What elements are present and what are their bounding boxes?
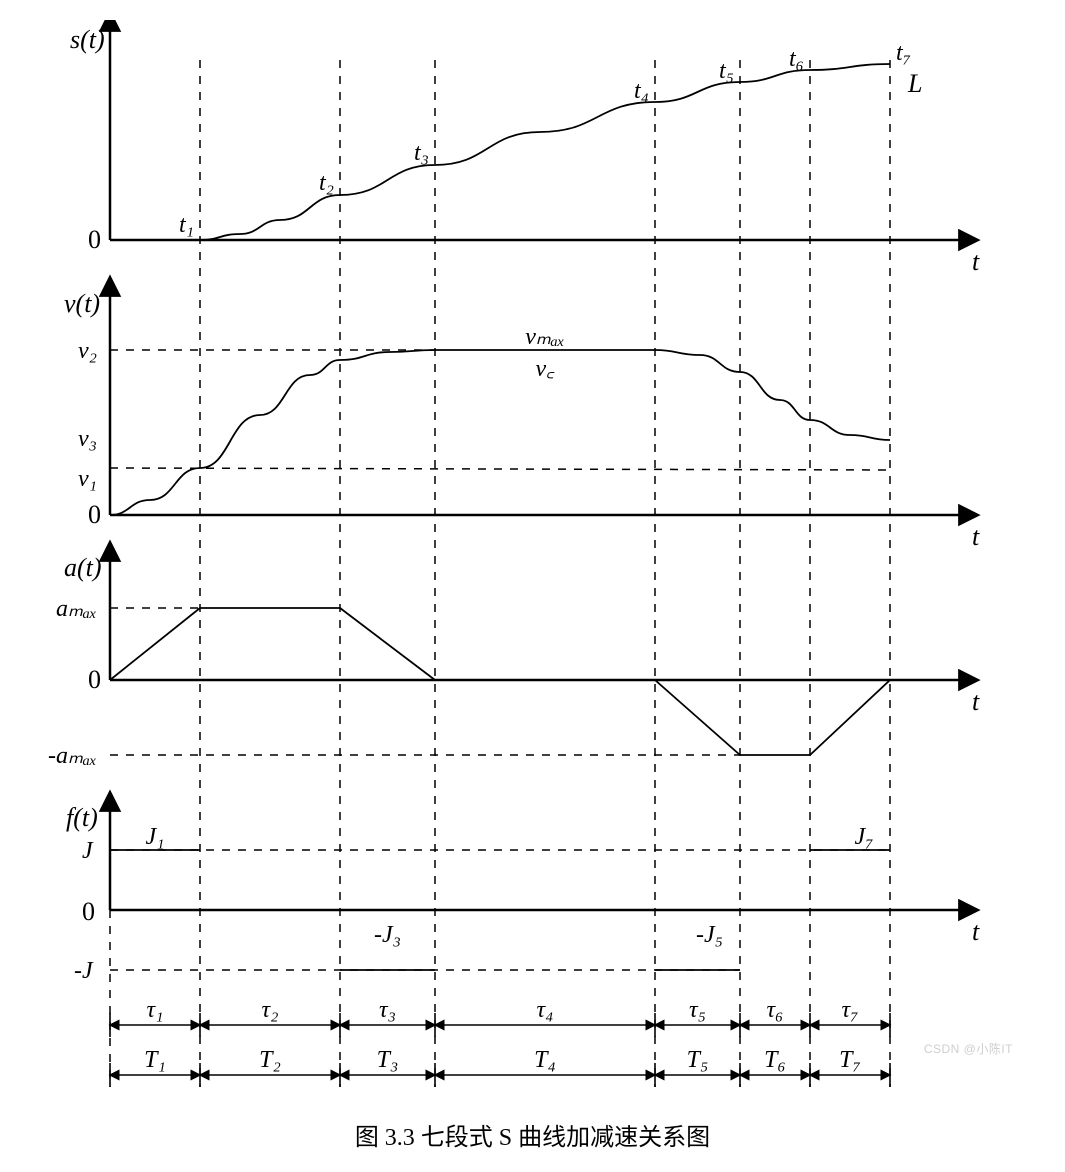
svg-text:t₆: t₆: [789, 46, 804, 72]
svg-text:t: t: [972, 247, 980, 276]
svg-text:L: L: [907, 69, 922, 98]
svg-text:τ₇: τ₇: [842, 997, 859, 1023]
svg-text:T₃: T₃: [377, 1047, 399, 1073]
svg-text:T₄: T₄: [534, 1047, 556, 1073]
svg-text:a(t): a(t): [64, 553, 102, 582]
svg-text:vₘₐₓ: vₘₐₓ: [525, 324, 564, 350]
svg-text:t₄: t₄: [634, 78, 649, 104]
svg-text:t: t: [972, 522, 980, 551]
svg-text:s(t): s(t): [70, 25, 105, 54]
svg-text:τ₃: τ₃: [379, 997, 396, 1023]
svg-text:0: 0: [88, 665, 101, 694]
svg-text:τ₆: τ₆: [767, 997, 784, 1023]
svg-text:-aₘₐₓ: -aₘₐₓ: [48, 743, 97, 769]
svg-text:v(t): v(t): [64, 289, 100, 318]
svg-text:J: J: [82, 838, 94, 864]
svg-text:v₁: v₁: [78, 466, 97, 492]
watermark: CSDN @小陈IT: [924, 1040, 1013, 1057]
svg-text:v₂: v₂: [78, 338, 97, 364]
svg-text:v꜀: v꜀: [536, 356, 556, 382]
svg-text:J₇: J₇: [855, 824, 874, 850]
svg-text:t₅: t₅: [719, 58, 734, 84]
svg-text:-J: -J: [74, 958, 94, 984]
svg-text:v₃: v₃: [78, 426, 97, 452]
svg-text:0: 0: [88, 500, 101, 529]
svg-text:T₅: T₅: [687, 1047, 709, 1073]
svg-text:T₁: T₁: [144, 1047, 166, 1073]
diagram-container: s(t) 0 t t₁ t₂ t₃ t₄ t₅ t₆ t₇ Lv(t) 0 t v₂ v₃ v₁ vₘₐₓ v꜀ a…: [20, 20, 1045, 1105]
svg-text:t₇: t₇: [896, 40, 911, 66]
svg-text:-J₅: -J₅: [696, 922, 723, 948]
figure-caption: 图 3.3 七段式 S 曲线加减速关系图: [20, 1117, 1045, 1152]
svg-text:τ₄: τ₄: [537, 997, 554, 1023]
s-curve-diagram: s(t) 0 t t₁ t₂ t₃ t₄ t₅ t₆ t₇ Lv(t) 0 t v₂ v₃ v₁ vₘₐₓ v꜀ a…: [20, 20, 1045, 1100]
svg-text:t₁: t₁: [179, 212, 194, 238]
svg-text:aₘₐₓ: aₘₐₓ: [56, 596, 97, 622]
svg-text:t: t: [972, 917, 980, 946]
svg-text:f(t): f(t): [66, 803, 98, 832]
svg-text:T₇: T₇: [839, 1047, 861, 1073]
svg-text:J₁: J₁: [146, 824, 165, 850]
svg-text:τ₅: τ₅: [689, 997, 706, 1023]
svg-text:0: 0: [88, 225, 101, 254]
svg-text:t₂: t₂: [319, 170, 334, 196]
svg-text:T₂: T₂: [259, 1047, 281, 1073]
svg-text:0: 0: [82, 897, 95, 926]
svg-text:τ₁: τ₁: [147, 997, 164, 1023]
svg-text:t: t: [972, 687, 980, 716]
svg-text:τ₂: τ₂: [262, 997, 279, 1023]
svg-text:t₃: t₃: [414, 140, 429, 166]
svg-text:-J₃: -J₃: [374, 922, 401, 948]
svg-text:T₆: T₆: [764, 1047, 786, 1073]
